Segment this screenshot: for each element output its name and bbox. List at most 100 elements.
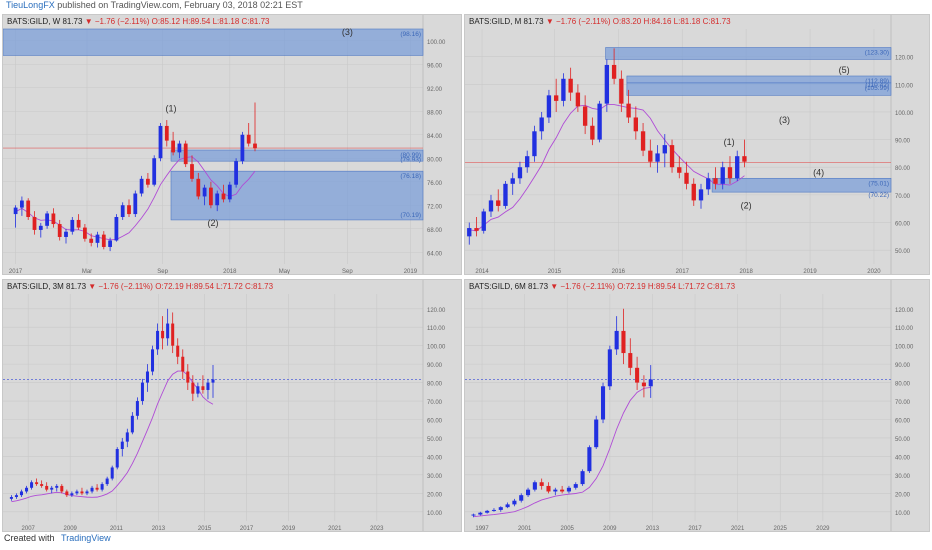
candle-body (684, 172, 689, 184)
zone-price-label: (112.89) (865, 78, 889, 85)
x-tick-label: 2018 (739, 269, 753, 275)
y-tick-label: 84.00 (427, 134, 443, 140)
candle-body (176, 345, 180, 357)
candle-body (519, 495, 524, 501)
zone-price-label: (79.93) (400, 156, 421, 163)
candle-body (100, 484, 104, 490)
candle-body (573, 484, 578, 488)
candle-body (19, 491, 23, 496)
elliott-wave-label: (4) (813, 168, 824, 178)
candle-body (70, 493, 74, 496)
x-tick-label: 2019 (404, 269, 418, 275)
y-tick-label: 70.00 (895, 194, 911, 200)
candle-body (561, 78, 566, 101)
candle-body (677, 167, 682, 173)
candle-body (181, 356, 185, 372)
y-tick-label: 30.00 (427, 474, 443, 480)
monthly-chart-canvas[interactable]: 50.00 60.00 70.00 80.00 90.00 100.00 110.00 120… (465, 15, 930, 275)
zone-price-label: (105.99) (865, 85, 889, 92)
candle-body (635, 367, 640, 383)
y-tick-label: 70.00 (895, 400, 911, 406)
footer: Created with TradingView (0, 533, 932, 550)
candle-body (628, 353, 633, 368)
candle-body (698, 189, 704, 201)
candle-body (485, 510, 490, 513)
tradingview-logo[interactable]: TradingView (61, 533, 111, 543)
weekly-chart-canvas[interactable]: 64.00 68.00 72.00 76.00 80.00 84.00 88.00 92.00… (3, 15, 462, 275)
author-link[interactable]: TieuLongFX (6, 0, 55, 10)
candle-body (727, 167, 733, 179)
candle-body (742, 156, 747, 162)
x-tick-label: Sep (157, 269, 168, 275)
candle-body (720, 167, 725, 184)
moving-average-line (11, 370, 214, 503)
y-tick-label: 90.00 (427, 363, 443, 369)
x-tick-label: Sep (342, 269, 353, 275)
candle-body (35, 482, 39, 485)
candle-body (51, 213, 56, 225)
candle-body (83, 227, 87, 239)
candle-body (512, 500, 517, 505)
candle-body (164, 125, 169, 141)
candle-body (640, 131, 646, 151)
chart-panel-weekly[interactable]: 64.00 68.00 72.00 76.00 80.00 84.00 88.00 92.00… (2, 14, 462, 275)
chart-panel-semiannual[interactable]: 10.00 20.00 30.00 40.00 50.00 60.00 70.00 80.00… (464, 279, 930, 532)
candle-body (621, 330, 626, 354)
candle-body (146, 178, 150, 185)
y-tick-label: 76.00 (427, 181, 443, 187)
x-tick-label: 2017 (9, 269, 23, 275)
x-tick-label: 2029 (816, 526, 830, 532)
x-tick-label: 2013 (646, 526, 660, 532)
y-tick-label: 120.00 (895, 56, 914, 62)
elliott-wave-label: (3) (779, 115, 790, 125)
zone-price-label: (123.30) (865, 50, 889, 57)
y-tick-label: 88.00 (427, 110, 443, 116)
candle-body (95, 487, 99, 490)
chart-panel-monthly[interactable]: 50.00 60.00 70.00 80.00 90.00 100.00 110.00 120… (464, 14, 930, 275)
candle-body (32, 217, 37, 230)
candle-body (55, 485, 59, 488)
candle-body (30, 482, 34, 488)
x-tick-label: 2018 (223, 269, 237, 275)
y-tick-label: 100.00 (427, 345, 446, 351)
zone-price-label: (70.22) (868, 192, 889, 199)
candle-body (191, 382, 195, 394)
candle-body (496, 200, 501, 206)
y-tick-label: 120.00 (427, 308, 446, 314)
candle-body (9, 497, 13, 499)
chart-legend: BATS:GILD, 3M 81.73 ▼ −1.76 (−2.11%) O:7… (7, 282, 274, 291)
y-tick-label: 30.00 (895, 474, 911, 480)
elliott-wave-label: (2) (741, 201, 752, 211)
candle-body (662, 145, 667, 154)
candle-body (57, 224, 62, 237)
candle-body (575, 92, 581, 107)
y-tick-label: 64.00 (427, 251, 443, 257)
candle-body (50, 487, 54, 490)
semiannual-chart-canvas[interactable]: 10.00 20.00 30.00 40.00 50.00 60.00 70.00 80.00… (465, 280, 930, 532)
candle-body (60, 485, 64, 492)
candle-body (40, 484, 44, 486)
x-tick-label: 1997 (475, 526, 489, 532)
candle-body (38, 225, 43, 230)
supply-demand-zone (711, 177, 892, 193)
y-tick-label: 70.00 (427, 400, 443, 406)
y-tick-label: 110.00 (427, 326, 446, 332)
candle-body (20, 200, 24, 208)
candle-body (641, 382, 646, 387)
y-tick-label: 40.00 (427, 455, 443, 461)
publish-info: published on TradingView.com, February 0… (57, 0, 303, 10)
quarterly-chart-canvas[interactable]: 10.00 20.00 30.00 40.00 50.00 60.00 70.00 80.00… (3, 280, 462, 532)
candle-body (568, 78, 573, 93)
x-tick-label: 2007 (22, 526, 36, 532)
y-tick-label: 92.00 (427, 87, 443, 93)
candle-body (234, 161, 238, 185)
candle-body (706, 178, 711, 190)
candle-body (525, 156, 530, 168)
candle-body (607, 349, 612, 387)
candle-body (101, 234, 106, 247)
chart-panel-quarterly[interactable]: 10.00 20.00 30.00 40.00 50.00 60.00 70.00 80.00… (2, 279, 462, 532)
y-tick-label: 10.00 (895, 511, 911, 517)
y-tick-label: 80.00 (427, 382, 443, 388)
candle-body (201, 386, 205, 390)
x-tick-label: May (279, 269, 290, 275)
